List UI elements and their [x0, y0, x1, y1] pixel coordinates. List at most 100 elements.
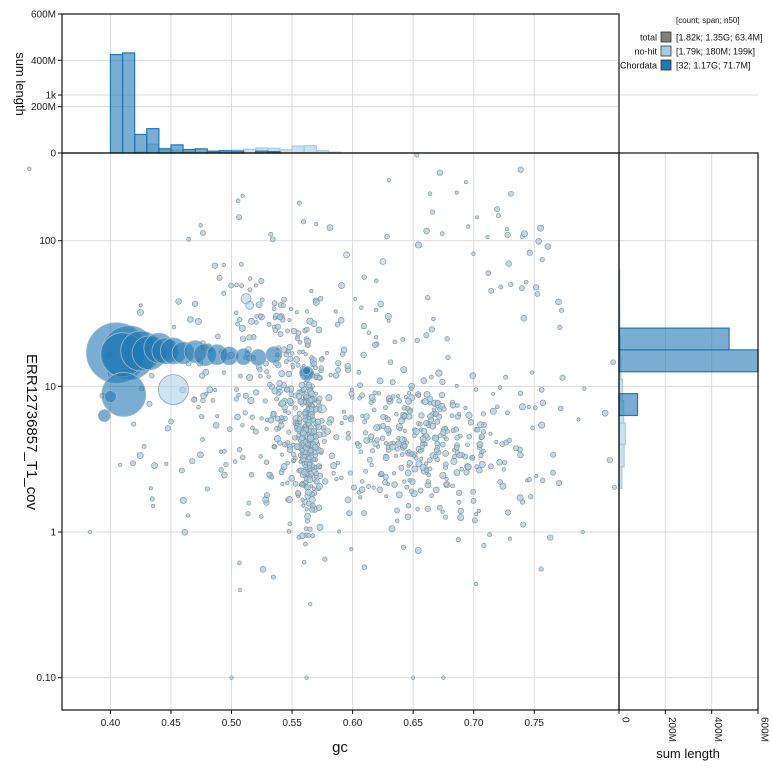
scatter-point	[294, 310, 299, 315]
scatter-point	[290, 327, 297, 335]
scatter-point	[266, 471, 272, 478]
scatter-point	[270, 574, 276, 580]
scatter-point	[480, 429, 487, 435]
scatter-point	[485, 234, 490, 240]
scatter-point	[164, 461, 169, 466]
axes: 0.40 0.45 0.50 0.55 0.60 0.65 0.70 0.75 0.10 1 10 1…	[31, 10, 770, 743]
scatter-point	[373, 424, 381, 432]
scatter-point	[200, 230, 206, 236]
scatter-point	[326, 419, 333, 426]
scatter-point	[285, 370, 293, 378]
scatter-point	[246, 500, 252, 506]
scatter-point	[233, 310, 239, 316]
scatter-point	[502, 460, 508, 466]
scatter-point	[495, 404, 500, 410]
scatter-point	[149, 373, 155, 379]
scatter-point	[513, 445, 520, 452]
scatter-point	[530, 370, 535, 375]
scatter-point	[467, 419, 475, 426]
scatter-point	[245, 511, 251, 517]
scatter-point	[358, 486, 366, 493]
scatter-point	[246, 334, 253, 341]
scatter-point	[297, 340, 303, 345]
scatter-point	[146, 401, 153, 407]
x-tick-label: 0.50	[222, 718, 242, 729]
scatter-point	[407, 478, 412, 483]
scatter-point	[295, 362, 301, 368]
scatter-point	[539, 387, 545, 393]
scatter-point	[518, 403, 526, 411]
legend: [count; span; n50] total [1.82k; 1.35G; 6…	[620, 16, 763, 71]
scatter-point	[228, 282, 234, 289]
scatter-point	[459, 467, 464, 472]
scatter-point	[494, 439, 499, 444]
scatter-outlier-point	[185, 513, 191, 518]
scatter-point	[338, 282, 345, 289]
scatter-point	[344, 496, 352, 504]
scatter-point	[382, 474, 389, 481]
scatter-point	[376, 486, 383, 493]
scatter-point	[443, 461, 449, 467]
scatter-point	[304, 507, 309, 512]
scatter-point	[259, 514, 264, 519]
scatter-point	[506, 437, 512, 444]
scatter-point	[234, 413, 241, 421]
scatter-point	[429, 493, 434, 499]
scatter-point	[325, 394, 333, 402]
scatter-point	[301, 503, 306, 508]
scatter-point	[204, 391, 209, 396]
top-hist-bar	[134, 133, 148, 154]
scatter-point	[130, 460, 136, 467]
scatter-point	[308, 496, 316, 504]
scatter-point	[288, 475, 296, 482]
scatter-point	[544, 243, 551, 250]
scatter-point	[197, 451, 204, 458]
scatter-point	[394, 453, 399, 458]
x-tick-label: 0.70	[464, 718, 484, 729]
scatter-point	[295, 490, 301, 496]
scatter-point	[361, 510, 368, 517]
scatter-point	[504, 227, 509, 232]
scatter-point	[406, 413, 413, 420]
scatter-point	[405, 503, 412, 509]
scatter-point	[384, 426, 392, 433]
scatter-point	[296, 432, 301, 438]
scatter-point	[286, 529, 292, 534]
scatter-point	[464, 463, 472, 471]
scatter-point	[475, 427, 481, 433]
scatter-point	[456, 499, 462, 505]
scatter-point	[480, 411, 486, 417]
scatter-point	[363, 468, 369, 474]
scatter-point	[141, 444, 147, 449]
scatter-point	[151, 462, 158, 469]
scatter-point	[294, 336, 300, 342]
scatter-point	[404, 484, 410, 490]
scatter-point	[439, 441, 446, 448]
scatter-point	[175, 298, 182, 305]
scatter-point	[576, 417, 581, 422]
top-hist-bar	[303, 144, 317, 154]
scatter-point	[408, 488, 415, 494]
scatter-point	[427, 191, 433, 197]
scatter-point	[240, 193, 245, 198]
scatter-point	[361, 274, 367, 280]
scatter-point	[302, 453, 307, 459]
scatter-point	[199, 372, 206, 379]
scatter-point	[429, 422, 437, 430]
top-hist-bar	[146, 128, 160, 154]
legend-header: [count; span; n50]	[676, 16, 740, 25]
scatter-point	[285, 328, 290, 334]
scatter-point	[236, 393, 241, 398]
scatter-point	[297, 398, 304, 405]
scatter-point	[504, 509, 511, 516]
scatter-point	[470, 498, 477, 504]
scatter-point	[287, 521, 293, 526]
right-histogram	[618, 269, 759, 489]
scatter-point	[242, 392, 249, 399]
scatter-point	[397, 427, 403, 432]
x-tick-label: 0.55	[282, 718, 302, 729]
legend-label: no-hit	[634, 47, 657, 57]
right-hist-bar	[618, 393, 639, 417]
scatter-point	[306, 381, 313, 388]
scatter-point	[368, 433, 375, 440]
